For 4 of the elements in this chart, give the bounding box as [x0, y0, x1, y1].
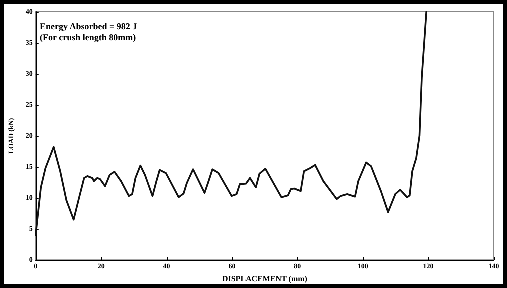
line-series	[35, 11, 428, 236]
annotation: Energy Absorbed = 982 J	[40, 22, 138, 32]
annotation: (For crush length 80mm)	[40, 32, 136, 42]
x-axis-title: DISPLACEMENT (mm)	[222, 274, 308, 284]
